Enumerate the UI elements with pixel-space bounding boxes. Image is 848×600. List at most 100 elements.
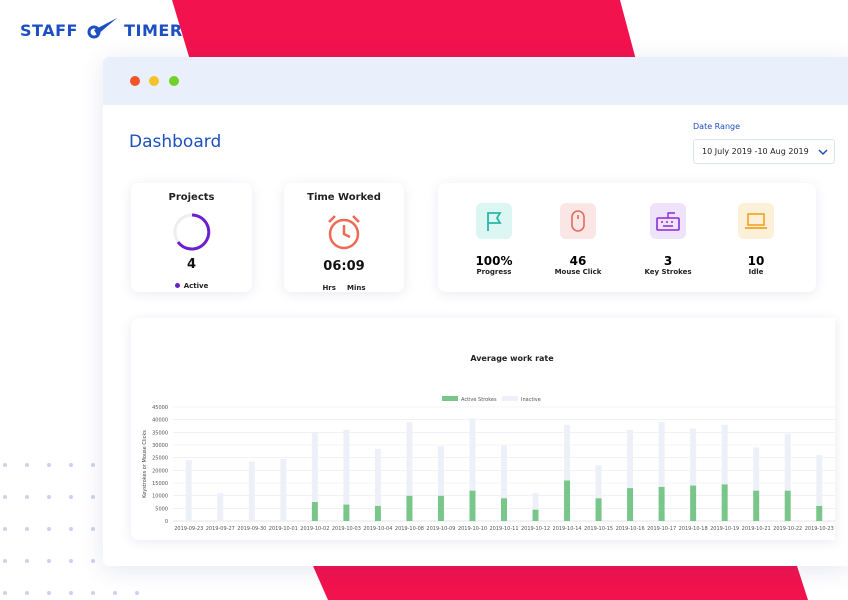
y-tick-label: 30000 (152, 443, 168, 449)
legend-label: Active Strokes (461, 397, 497, 403)
stat-value: 100% (475, 254, 513, 268)
stat-label: Progress (476, 268, 512, 276)
x-tick-label: 2019-10-03 (332, 526, 361, 532)
y-tick-label: 10000 (152, 494, 168, 500)
y-tick-label: 15000 (152, 481, 168, 487)
bar (248, 461, 255, 521)
bar (690, 428, 697, 486)
x-tick-label: 2019-10-04 (363, 526, 392, 532)
bar (564, 424, 571, 481)
x-tick-label: 2019-10-22 (773, 526, 802, 532)
stat: 46 Mouse Click (538, 203, 618, 276)
logo-icon (87, 18, 118, 39)
window-maximize[interactable] (169, 76, 179, 86)
x-tick-label: 2019-10-18 (679, 526, 708, 532)
x-tick-label: 2019-10-14 (553, 526, 582, 532)
bar (532, 493, 539, 510)
logo-text: TIMER (124, 21, 183, 40)
stat-label: Key Strokes (644, 268, 692, 276)
bar (406, 495, 413, 521)
legend-swatch (442, 396, 458, 401)
date-range-value: 10 July 2019 -10 Aug 2019 (702, 147, 809, 156)
bar (784, 490, 791, 521)
card-title: Time Worked (307, 192, 381, 203)
stat-value: 10 (747, 254, 765, 268)
date-range-select[interactable]: 10 July 2019 -10 Aug 2019 (693, 139, 835, 164)
x-tick-label: 2019-10-02 (300, 526, 329, 532)
hours-label: Hrs (322, 284, 336, 292)
card-value: 4 (186, 257, 197, 272)
stat: 100% Progress (454, 203, 534, 276)
y-tick-label: 5000 (155, 506, 168, 512)
stat-label: Mouse Click (554, 268, 602, 276)
status-dot (174, 283, 180, 288)
dropdown-arrow (818, 149, 828, 156)
bar (185, 460, 192, 521)
bar (753, 490, 760, 521)
minutes-label: Mins (347, 284, 366, 292)
time-units: Hrs Mins (284, 275, 404, 294)
window-titlebar (103, 57, 848, 105)
date-range-label: Date Range (693, 122, 741, 131)
logo-text: STAFF (20, 21, 78, 40)
bar (721, 424, 728, 485)
bar (469, 418, 476, 491)
bar (690, 485, 697, 521)
stat: 10 Idle (716, 203, 796, 276)
bar (627, 429, 634, 489)
chart: Average work rate Keystrokes or Mouse Cl… (142, 354, 835, 532)
x-tick-label: 2019-10-10 (458, 526, 487, 532)
legend-label: Inactive (521, 397, 541, 403)
bar (437, 495, 444, 521)
bar (374, 505, 381, 521)
stat-value: 46 (569, 254, 587, 268)
laptop-icon (738, 203, 774, 239)
stat: 3 Key Strokes (628, 203, 708, 276)
x-tick-label: 2019-10-09 (426, 526, 455, 532)
y-tick-label: 20000 (152, 468, 168, 474)
bar (721, 484, 728, 521)
bar (437, 446, 444, 496)
projects-card: Projects 4 Active (131, 183, 252, 292)
clock-icon (328, 215, 360, 250)
y-tick-label: 0 (165, 519, 168, 525)
x-tick-label: 2019-10-19 (710, 526, 739, 532)
time-worked-card: Time Worked 06:09 Hrs Mins (284, 183, 404, 292)
page-title: Dashboard (129, 132, 222, 152)
bar (406, 422, 413, 496)
x-tick-label: 2019-10-08 (395, 526, 424, 532)
window-minimize[interactable] (149, 76, 159, 86)
window-close[interactable] (130, 76, 140, 86)
keyboard-icon (650, 203, 686, 239)
bar (469, 490, 476, 521)
bar (343, 429, 350, 505)
card-value: 06:09 (323, 259, 365, 274)
x-tick-label: 2019-09-23 (174, 526, 203, 532)
bar (784, 433, 791, 491)
x-tick-label: 2019-09-30 (237, 526, 266, 532)
bar (816, 455, 823, 506)
y-tick-label: 35000 (152, 430, 168, 436)
y-tick-label: 45000 (152, 405, 168, 411)
bar (658, 486, 665, 521)
status: Active (131, 273, 252, 292)
x-tick-label: 2019-10-12 (521, 526, 550, 532)
mouse-icon (560, 203, 596, 239)
projects-ring (173, 213, 211, 251)
bar (595, 465, 602, 499)
stat-value: 3 (663, 254, 673, 268)
x-tick-label: 2019-10-17 (647, 526, 676, 532)
y-tick-label: 40000 (152, 418, 168, 424)
bar (280, 458, 287, 521)
x-tick-label: 2019-09-27 (206, 526, 235, 532)
x-tick-label: 2019-10-21 (742, 526, 771, 532)
bar (658, 422, 665, 487)
x-tick-label: 2019-10-16 (616, 526, 645, 532)
y-axis-label: Keystrokes or Mouse Clicks (142, 430, 148, 498)
x-tick-label: 2019-10-11 (489, 526, 518, 532)
stat-label: Idle (748, 268, 764, 276)
bar (564, 480, 571, 521)
progress-icon (476, 203, 512, 239)
